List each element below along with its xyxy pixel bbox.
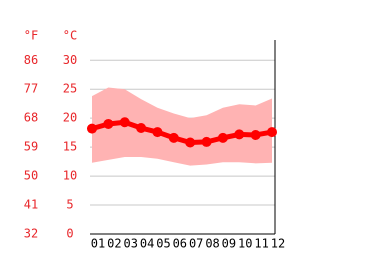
y2-tick-label: 41 [24, 198, 38, 212]
mean-point [217, 132, 228, 143]
y2-axis-label: °F [24, 29, 38, 43]
mean-point [152, 127, 163, 138]
y2-tick-label: 59 [24, 140, 38, 154]
y2-tick-label: 68 [24, 111, 38, 125]
mean-point [119, 117, 130, 128]
x-tick-label: 12 [271, 237, 285, 251]
mean-point [168, 132, 179, 143]
x-tick-label: 09 [222, 237, 236, 251]
x-tick-label: 07 [189, 237, 203, 251]
y-tick-label: 10 [63, 169, 77, 183]
y-tick-label: 5 [66, 198, 73, 212]
mean-point [267, 127, 277, 138]
mean-point [201, 136, 212, 147]
y-tick-label: 30 [63, 53, 77, 67]
y-tick-label: 20 [63, 111, 77, 125]
y-axis-label: °C [63, 29, 77, 43]
mean-point [87, 123, 97, 134]
x-tick-label: 05 [156, 237, 170, 251]
y-tick-label: 15 [63, 140, 77, 154]
y-tick-label: 0 [66, 227, 73, 241]
x-tick-label: 02 [107, 237, 121, 251]
x-tick-label: 03 [124, 237, 138, 251]
mean-point [185, 137, 196, 148]
y2-tick-label: 86 [24, 53, 38, 67]
x-tick-label: 10 [238, 237, 252, 251]
mean-point [234, 129, 245, 140]
y-tick-label: 25 [63, 82, 77, 96]
x-tick-label: 04 [140, 237, 154, 251]
x-tick-label: 01 [91, 237, 105, 251]
x-tick-label: 08 [205, 237, 219, 251]
mean-point [103, 118, 114, 129]
mean-point [136, 123, 147, 134]
temperature-range [92, 87, 272, 166]
x-tick-label: 11 [254, 237, 268, 251]
y2-tick-label: 50 [24, 169, 38, 183]
y2-tick-label: 77 [24, 82, 38, 96]
x-tick-label: 06 [173, 237, 187, 251]
mean-point [250, 129, 261, 140]
y2-tick-label: 32 [24, 227, 38, 241]
